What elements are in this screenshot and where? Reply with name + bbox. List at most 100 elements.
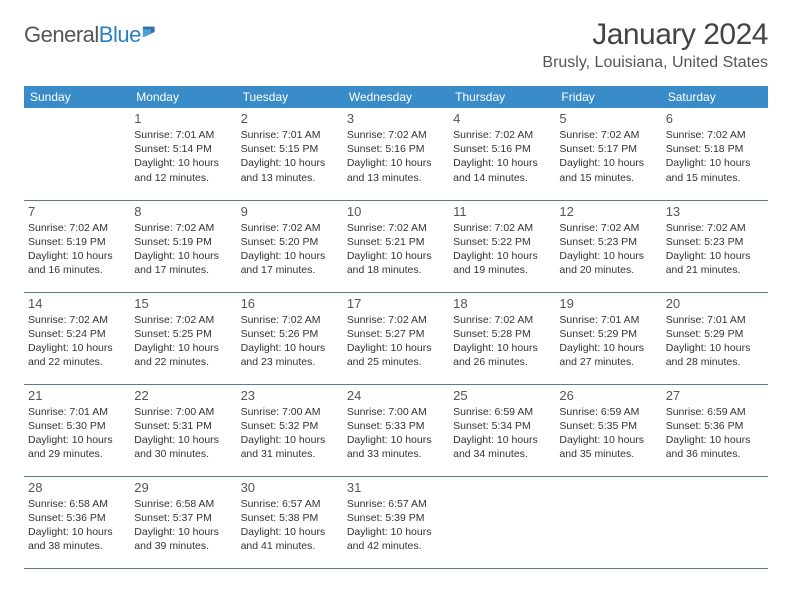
day-details: Sunrise: 7:02 AMSunset: 5:24 PMDaylight:… bbox=[28, 313, 126, 370]
calendar-day-cell: 7 Sunrise: 7:02 AMSunset: 5:19 PMDaylight… bbox=[24, 200, 130, 292]
day-number: 7 bbox=[28, 204, 126, 219]
day-details: Sunrise: 6:59 AMSunset: 5:35 PMDaylight:… bbox=[559, 405, 657, 462]
day-number: 28 bbox=[28, 480, 126, 495]
day-details: Sunrise: 7:02 AMSunset: 5:28 PMDaylight:… bbox=[453, 313, 551, 370]
calendar-day-cell: 10 Sunrise: 7:02 AMSunset: 5:21 PMDayligh… bbox=[343, 200, 449, 292]
calendar-day-cell: 9Sunrise: 7:02 AMSunset: 5:20 PMDaylight… bbox=[237, 200, 343, 292]
day-number: 19 bbox=[559, 296, 657, 311]
day-number: 24 bbox=[347, 388, 445, 403]
calendar-day-cell: 13 Sunrise: 7:02 AMSunset: 5:23 PMDayligh… bbox=[662, 200, 768, 292]
day-number: 16 bbox=[241, 296, 339, 311]
calendar-day-cell: 16 Sunrise: 7:02 AMSunset: 5:26 PMDayligh… bbox=[237, 292, 343, 384]
day-number: 30 bbox=[241, 480, 339, 495]
calendar-day-cell: 25Sunrise: 6:59 AMSunset: 5:34 PMDayligh… bbox=[449, 384, 555, 476]
day-details: Sunrise: 6:59 AMSunset: 5:36 PMDaylight:… bbox=[666, 405, 764, 462]
logo-text-1: General bbox=[24, 22, 99, 47]
day-number: 1 bbox=[134, 111, 232, 126]
day-number: 11 bbox=[453, 204, 551, 219]
day-number: 31 bbox=[347, 480, 445, 495]
logo: GeneralBlue bbox=[24, 22, 160, 48]
calendar-day-cell: 28 Sunrise: 6:58 AMSunset: 5:36 PMDayligh… bbox=[24, 476, 130, 568]
day-number: 4 bbox=[453, 111, 551, 126]
calendar-week-row: 7 Sunrise: 7:02 AMSunset: 5:19 PMDaylight… bbox=[24, 200, 768, 292]
calendar-table: SundayMondayTuesdayWednesdayThursdayFrid… bbox=[24, 86, 768, 569]
day-details: Sunrise: 7:02 AMSunset: 5:17 PMDaylight:… bbox=[559, 128, 657, 185]
calendar-day-cell: 22 Sunrise: 7:00 AMSunset: 5:31 PMDayligh… bbox=[130, 384, 236, 476]
day-number: 3 bbox=[347, 111, 445, 126]
calendar-day-cell bbox=[662, 476, 768, 568]
day-number: 13 bbox=[666, 204, 764, 219]
calendar-day-cell: 21Sunrise: 7:01 AMSunset: 5:30 PMDayligh… bbox=[24, 384, 130, 476]
day-details: Sunrise: 7:02 AMSunset: 5:25 PMDaylight:… bbox=[134, 313, 232, 370]
calendar-day-cell bbox=[449, 476, 555, 568]
calendar-day-cell: 4 Sunrise: 7:02 AMSunset: 5:16 PMDaylight… bbox=[449, 108, 555, 200]
calendar-week-row: 28 Sunrise: 6:58 AMSunset: 5:36 PMDayligh… bbox=[24, 476, 768, 568]
calendar-day-cell: 31Sunrise: 6:57 AMSunset: 5:39 PMDayligh… bbox=[343, 476, 449, 568]
day-number: 6 bbox=[666, 111, 764, 126]
calendar-week-row: 21Sunrise: 7:01 AMSunset: 5:30 PMDayligh… bbox=[24, 384, 768, 476]
logo-text-2: Blue bbox=[99, 22, 141, 47]
weekday-header: Wednesday bbox=[343, 86, 449, 108]
day-number: 27 bbox=[666, 388, 764, 403]
calendar-day-cell: 23 Sunrise: 7:00 AMSunset: 5:32 PMDayligh… bbox=[237, 384, 343, 476]
calendar-day-cell: 18 Sunrise: 7:02 AMSunset: 5:28 PMDayligh… bbox=[449, 292, 555, 384]
weekday-header: Thursday bbox=[449, 86, 555, 108]
calendar-day-cell: 5 Sunrise: 7:02 AMSunset: 5:17 PMDaylight… bbox=[555, 108, 661, 200]
weekday-header: Friday bbox=[555, 86, 661, 108]
day-details: Sunrise: 7:01 AMSunset: 5:14 PMDaylight:… bbox=[134, 128, 232, 185]
day-number: 2 bbox=[241, 111, 339, 126]
calendar-day-cell: 19 Sunrise: 7:01 AMSunset: 5:29 PMDayligh… bbox=[555, 292, 661, 384]
weekday-header: Saturday bbox=[662, 86, 768, 108]
day-details: Sunrise: 6:58 AMSunset: 5:37 PMDaylight:… bbox=[134, 497, 232, 554]
title-block: January 2024 Brusly, Louisiana, United S… bbox=[542, 18, 768, 72]
day-details: Sunrise: 7:02 AMSunset: 5:19 PMDaylight:… bbox=[28, 221, 126, 278]
day-number: 8 bbox=[134, 204, 232, 219]
calendar-day-cell: 14Sunrise: 7:02 AMSunset: 5:24 PMDayligh… bbox=[24, 292, 130, 384]
day-details: Sunrise: 7:02 AMSunset: 5:27 PMDaylight:… bbox=[347, 313, 445, 370]
day-details: Sunrise: 6:57 AMSunset: 5:38 PMDaylight:… bbox=[241, 497, 339, 554]
day-number: 9 bbox=[241, 204, 339, 219]
header: GeneralBlue January 2024 Brusly, Louisia… bbox=[24, 18, 768, 72]
day-number: 10 bbox=[347, 204, 445, 219]
calendar-day-cell: 15 Sunrise: 7:02 AMSunset: 5:25 PMDayligh… bbox=[130, 292, 236, 384]
calendar-day-cell: 29 Sunrise: 6:58 AMSunset: 5:37 PMDayligh… bbox=[130, 476, 236, 568]
day-number: 22 bbox=[134, 388, 232, 403]
day-details: Sunrise: 7:01 AMSunset: 5:29 PMDaylight:… bbox=[666, 313, 764, 370]
day-details: Sunrise: 7:02 AMSunset: 5:18 PMDaylight:… bbox=[666, 128, 764, 185]
day-details: Sunrise: 7:00 AMSunset: 5:32 PMDaylight:… bbox=[241, 405, 339, 462]
weekday-header: Sunday bbox=[24, 86, 130, 108]
calendar-day-cell: 26Sunrise: 6:59 AMSunset: 5:35 PMDayligh… bbox=[555, 384, 661, 476]
calendar-day-cell: 24 Sunrise: 7:00 AMSunset: 5:33 PMDayligh… bbox=[343, 384, 449, 476]
day-details: Sunrise: 7:00 AMSunset: 5:33 PMDaylight:… bbox=[347, 405, 445, 462]
day-number: 17 bbox=[347, 296, 445, 311]
calendar-week-row: 14Sunrise: 7:02 AMSunset: 5:24 PMDayligh… bbox=[24, 292, 768, 384]
calendar-week-row: 1 Sunrise: 7:01 AMSunset: 5:14 PMDaylight… bbox=[24, 108, 768, 200]
calendar-day-cell: 30 Sunrise: 6:57 AMSunset: 5:38 PMDayligh… bbox=[237, 476, 343, 568]
flag-icon bbox=[142, 24, 160, 40]
day-details: Sunrise: 7:02 AMSunset: 5:22 PMDaylight:… bbox=[453, 221, 551, 278]
day-details: Sunrise: 7:02 AMSunset: 5:23 PMDaylight:… bbox=[559, 221, 657, 278]
day-details: Sunrise: 7:02 AMSunset: 5:21 PMDaylight:… bbox=[347, 221, 445, 278]
calendar-day-cell: 17 Sunrise: 7:02 AMSunset: 5:27 PMDayligh… bbox=[343, 292, 449, 384]
day-details: Sunrise: 7:00 AMSunset: 5:31 PMDaylight:… bbox=[134, 405, 232, 462]
day-details: Sunrise: 7:02 AMSunset: 5:16 PMDaylight:… bbox=[453, 128, 551, 185]
calendar-day-cell: 12 Sunrise: 7:02 AMSunset: 5:23 PMDayligh… bbox=[555, 200, 661, 292]
weekday-header: Monday bbox=[130, 86, 236, 108]
calendar-day-cell: 2Sunrise: 7:01 AMSunset: 5:15 PMDaylight… bbox=[237, 108, 343, 200]
day-number: 29 bbox=[134, 480, 232, 495]
day-details: Sunrise: 7:02 AMSunset: 5:26 PMDaylight:… bbox=[241, 313, 339, 370]
calendar-day-cell: 6 Sunrise: 7:02 AMSunset: 5:18 PMDaylight… bbox=[662, 108, 768, 200]
calendar-day-cell: 1 Sunrise: 7:01 AMSunset: 5:14 PMDaylight… bbox=[130, 108, 236, 200]
day-details: Sunrise: 7:01 AMSunset: 5:30 PMDaylight:… bbox=[28, 405, 126, 462]
day-number: 5 bbox=[559, 111, 657, 126]
day-number: 18 bbox=[453, 296, 551, 311]
day-details: Sunrise: 7:02 AMSunset: 5:23 PMDaylight:… bbox=[666, 221, 764, 278]
day-details: Sunrise: 6:59 AMSunset: 5:34 PMDaylight:… bbox=[453, 405, 551, 462]
day-number: 15 bbox=[134, 296, 232, 311]
day-number: 23 bbox=[241, 388, 339, 403]
day-number: 12 bbox=[559, 204, 657, 219]
day-details: Sunrise: 7:01 AMSunset: 5:29 PMDaylight:… bbox=[559, 313, 657, 370]
day-details: Sunrise: 6:58 AMSunset: 5:36 PMDaylight:… bbox=[28, 497, 126, 554]
calendar-day-cell: 3Sunrise: 7:02 AMSunset: 5:16 PMDaylight… bbox=[343, 108, 449, 200]
calendar-day-cell: 20Sunrise: 7:01 AMSunset: 5:29 PMDayligh… bbox=[662, 292, 768, 384]
